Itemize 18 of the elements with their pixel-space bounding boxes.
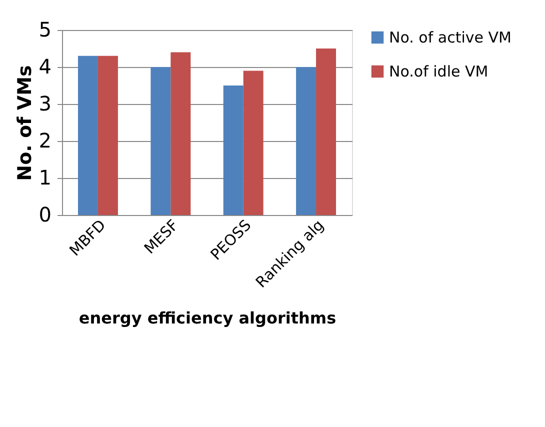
bar (78, 56, 98, 215)
y-tick-label: 0 (38, 202, 52, 226)
y-axis-title: No. of VMs (14, 65, 36, 181)
legend-label: No. of active VM (389, 28, 512, 46)
legend-label: No.of idle VM (389, 62, 488, 80)
bar (243, 70, 264, 215)
bar (170, 52, 191, 215)
bar (296, 67, 316, 215)
y-tick-label: 3 (38, 92, 52, 116)
y-tick-label: 4 (38, 54, 52, 78)
bar (98, 56, 118, 215)
x-axis-title: energy efficiency algorithms (78, 308, 336, 328)
bar (316, 48, 336, 215)
y-tick-label: 5 (38, 18, 52, 42)
y-tick-label: 2 (38, 128, 52, 152)
bar (150, 67, 171, 215)
bar (223, 86, 244, 215)
y-tick-label: 1 (38, 166, 52, 190)
